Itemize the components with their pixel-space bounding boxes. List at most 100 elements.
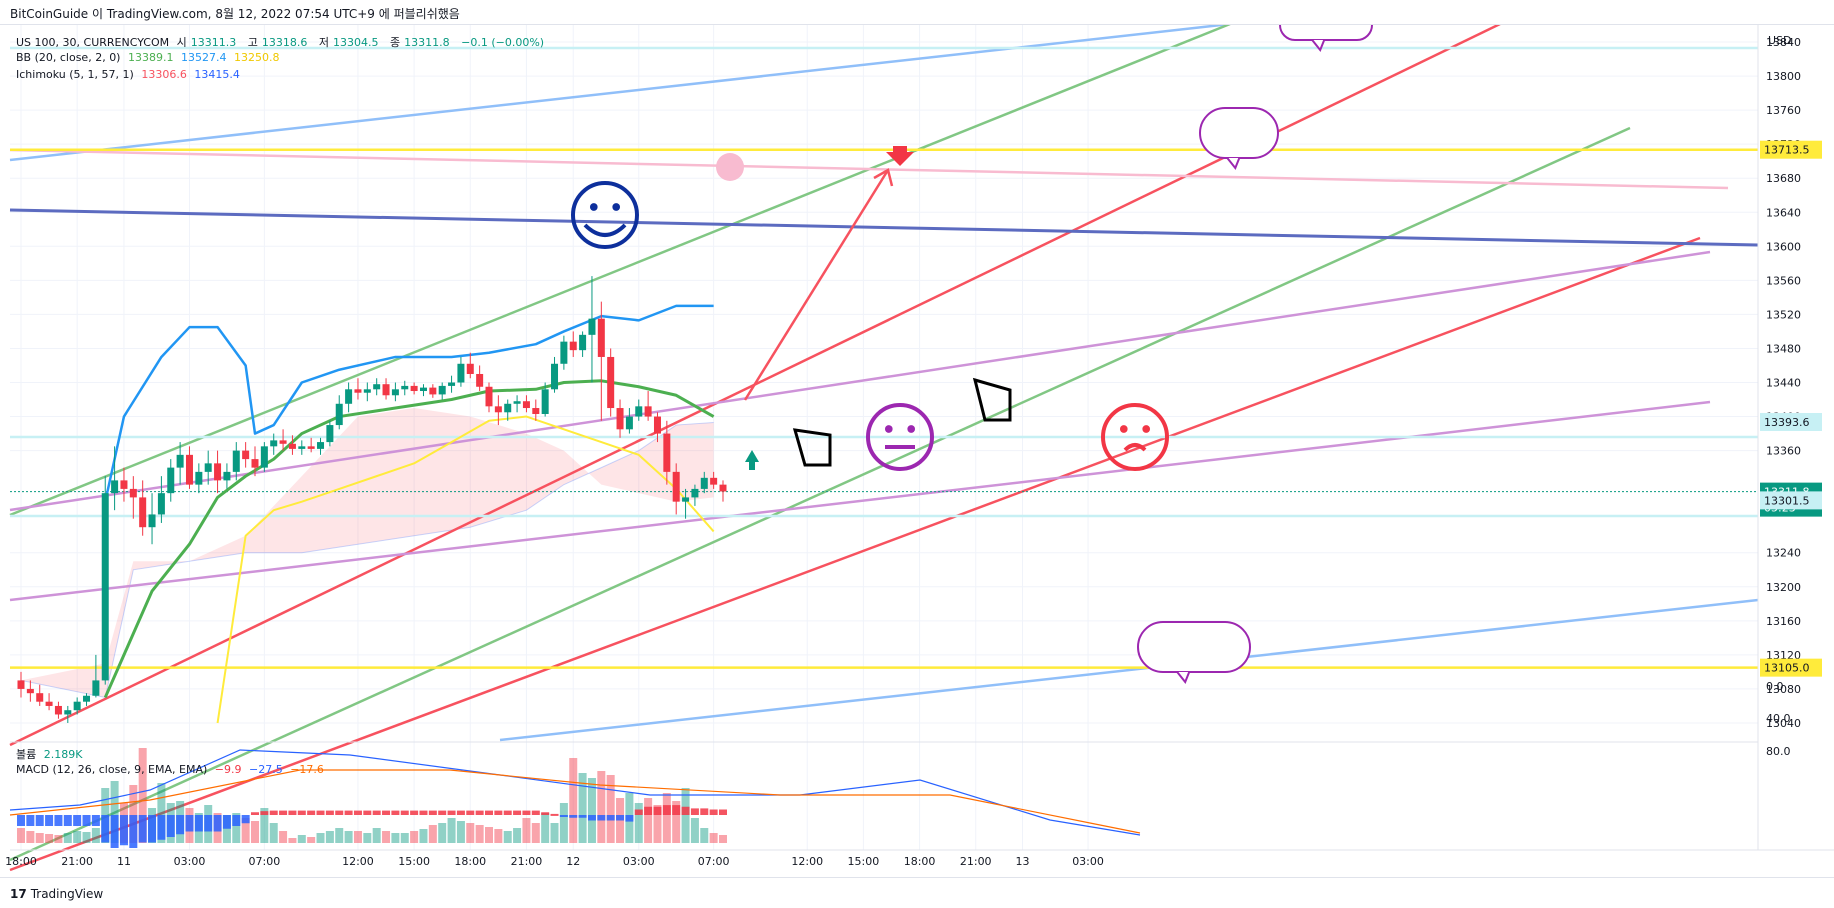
- high-value: 13318.6: [261, 36, 308, 49]
- volume-bar: [344, 831, 353, 843]
- volume-bar: [91, 828, 100, 843]
- candle: [64, 705, 72, 723]
- macd-histogram-bar: [204, 815, 213, 832]
- macd-histogram-bar: [17, 815, 25, 826]
- macd-histogram-bar: [428, 810, 437, 815]
- macd-histogram-bar: [269, 810, 278, 815]
- candle-body: [73, 701, 81, 711]
- price-tick-label: 13080: [1766, 683, 1801, 696]
- candle: [298, 440, 306, 455]
- candle: [485, 382, 493, 413]
- volume-bar: [419, 829, 428, 843]
- currency-label: USD: [1768, 34, 1792, 47]
- volume-legend[interactable]: 볼륨 2.189K: [16, 746, 86, 762]
- macd-histogram-bar: [129, 815, 138, 848]
- macd-histogram-bar: [325, 810, 334, 815]
- high-label: 고: [247, 36, 258, 49]
- ichimoku-cloud: [21, 408, 714, 698]
- symbol-legend[interactable]: US 100, 30, CURRENCYCOM 시 13311.3 고 13318.…: [16, 34, 548, 50]
- price-axis-background: [1758, 25, 1834, 850]
- candle-body: [419, 387, 427, 392]
- candle: [129, 476, 137, 519]
- macd-histogram-bar: [372, 810, 381, 815]
- bottom-callout-tail: [1176, 671, 1191, 684]
- candle-body: [448, 382, 456, 386]
- neutral-face-icon-outline: [866, 403, 934, 471]
- macd-histogram-bar: [438, 810, 447, 815]
- trend-line: [9, 22, 1231, 162]
- volume-bar: [382, 831, 391, 843]
- candle-body: [438, 385, 446, 395]
- macd-histogram-bar: [625, 815, 634, 822]
- time-tick-label: 03:00: [623, 855, 655, 868]
- candle: [410, 382, 418, 395]
- time-tick-label: 21:00: [511, 855, 543, 868]
- candle: [242, 442, 250, 468]
- candle-body: [569, 341, 577, 351]
- candle-body: [17, 680, 25, 689]
- macd-histogram-bar: [176, 815, 185, 835]
- bb-legend[interactable]: BB (20, close, 2, 0) 13389.1 13527.4 132…: [16, 51, 283, 64]
- change-value: −0.1 (−0.00%): [461, 36, 545, 49]
- candle-body: [597, 318, 605, 357]
- tradingview-logo[interactable]: 17 TradingView: [10, 887, 103, 901]
- price-tick-label: 13240: [1766, 547, 1801, 560]
- candle-body: [345, 389, 353, 404]
- macd-legend[interactable]: MACD (12, 26, close, 9, EMA, EMA) −9.9 −…: [16, 763, 328, 776]
- volume-bar: [157, 783, 166, 843]
- bb-lower-line: [216, 415, 715, 724]
- candle: [279, 429, 287, 451]
- candle: [551, 356, 559, 393]
- volume-bar: [288, 838, 297, 843]
- candle-body: [214, 463, 222, 481]
- close-label: 종: [390, 36, 401, 49]
- macd-histogram-bar: [353, 810, 362, 815]
- macd-histogram-bar: [363, 810, 372, 815]
- volume-bar: [54, 835, 63, 843]
- macd-histogram-bar: [662, 805, 671, 815]
- macd-histogram-bar: [513, 810, 522, 815]
- macd-histogram-bar: [522, 810, 531, 815]
- candle: [92, 654, 100, 698]
- ichimoku-legend[interactable]: Ichimoku (5, 1, 57, 1) 13306.6 13415.4: [16, 68, 244, 81]
- macd-histogram-bar: [288, 810, 297, 815]
- macd-histogram-bar: [82, 815, 91, 826]
- trend-line: [9, 208, 1759, 247]
- macd-histogram-bar: [91, 815, 100, 826]
- macd-histogram-bar: [503, 810, 512, 815]
- candle: [363, 382, 371, 402]
- macd-histogram-bar: [54, 815, 63, 826]
- price-tag-label: 13393.6: [1764, 416, 1810, 429]
- price-tick-label: 13640: [1766, 206, 1801, 219]
- volume-bar: [222, 815, 231, 843]
- bottom-callout: [1137, 621, 1251, 684]
- macd-tick-label: 40.0: [1766, 712, 1791, 725]
- volume-bar: [269, 823, 278, 843]
- hand-pointer-icon: [972, 377, 1012, 422]
- smiley-face-icon-eye: [612, 203, 621, 211]
- volume-bar: [644, 798, 653, 843]
- volume-bar: [587, 778, 596, 843]
- volume-bar: [522, 818, 531, 843]
- candle: [111, 446, 119, 511]
- price-tick-label: 13680: [1766, 172, 1801, 185]
- candle-body: [494, 406, 502, 413]
- ichimoku-label: Ichimoku (5, 1, 57, 1): [16, 68, 134, 81]
- candle-body: [625, 416, 633, 430]
- candle-body: [653, 416, 661, 434]
- candle: [700, 471, 708, 494]
- candle: [541, 382, 549, 417]
- price-tag-background: [1760, 412, 1822, 431]
- macd-histogram-bar: [63, 815, 72, 826]
- volume-bar: [297, 835, 306, 843]
- candle-body: [92, 680, 100, 696]
- candle: [83, 693, 91, 706]
- macd-histogram-bar: [251, 812, 259, 815]
- macd-histogram-bar: [447, 810, 456, 815]
- sad-face-icon-eye: [1119, 425, 1128, 433]
- volume-bar: [438, 823, 447, 843]
- volume-bar: [709, 833, 718, 843]
- macd-label: MACD (12, 26, close, 9, EMA, EMA): [16, 763, 208, 776]
- time-tick-label: 03:00: [174, 855, 206, 868]
